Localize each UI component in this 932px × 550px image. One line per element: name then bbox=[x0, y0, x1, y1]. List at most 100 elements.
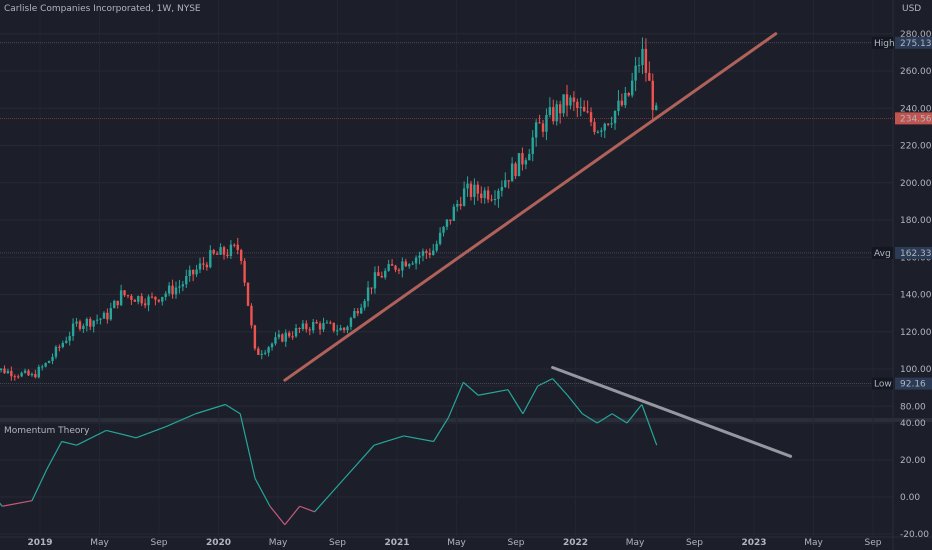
candle-body bbox=[589, 112, 593, 123]
candle-body bbox=[308, 329, 311, 331]
momentum-segment bbox=[611, 413, 628, 424]
momentum-segment bbox=[225, 403, 241, 415]
candle-body bbox=[627, 92, 630, 96]
candle-body bbox=[613, 111, 617, 124]
price-pane bbox=[0, 0, 893, 418]
time-tick-label: May bbox=[804, 538, 823, 548]
candle-body bbox=[0, 368, 3, 371]
time-tick-label: Sep bbox=[329, 538, 346, 548]
candle-body bbox=[137, 296, 140, 302]
candle-body bbox=[603, 123, 606, 131]
momentum-segment bbox=[626, 404, 643, 424]
momentum-segment bbox=[239, 413, 256, 479]
candle-body bbox=[178, 286, 181, 288]
candle-body bbox=[572, 97, 576, 102]
candle-body bbox=[116, 300, 119, 306]
candle-body bbox=[373, 272, 377, 289]
candle-body bbox=[390, 264, 394, 266]
candle-body bbox=[318, 323, 322, 330]
low-marker-value: 92.16 bbox=[900, 380, 926, 390]
time-tick-label: Sep bbox=[508, 538, 525, 548]
candle-body bbox=[188, 269, 191, 277]
momentum-segment bbox=[254, 478, 271, 507]
candle-body bbox=[322, 323, 325, 330]
candle-body bbox=[150, 296, 154, 298]
candle-body bbox=[181, 284, 185, 287]
candle-body bbox=[336, 330, 339, 332]
time-tick-label: Sep bbox=[865, 538, 882, 548]
candle-body bbox=[620, 100, 624, 106]
candle-body bbox=[507, 180, 510, 182]
last-price-marker-value-bg bbox=[895, 112, 932, 125]
momentum-segment bbox=[61, 440, 77, 446]
candle-body bbox=[301, 323, 305, 330]
candle-body bbox=[634, 65, 637, 81]
candle-body bbox=[270, 343, 274, 348]
candle-body bbox=[418, 255, 421, 258]
momentum-segment bbox=[106, 429, 137, 439]
candle-body bbox=[394, 265, 397, 270]
candle-body bbox=[311, 322, 315, 331]
candle-body bbox=[209, 250, 212, 268]
candle-body bbox=[147, 296, 150, 306]
candle-body bbox=[651, 80, 654, 111]
candle-body bbox=[606, 123, 610, 125]
candle-body bbox=[51, 356, 54, 361]
candle-body bbox=[366, 287, 370, 301]
candle-body bbox=[185, 276, 188, 285]
candle-body bbox=[89, 318, 92, 327]
candle-body bbox=[37, 366, 40, 378]
candle-body bbox=[41, 366, 44, 368]
candle-body bbox=[113, 300, 116, 309]
avg-marker-value: 162.33 bbox=[900, 249, 932, 259]
candle-body bbox=[342, 327, 346, 331]
candle-body bbox=[401, 261, 404, 271]
momentum-segment bbox=[299, 505, 315, 513]
high-marker-value-bg bbox=[895, 36, 932, 49]
candle-body bbox=[593, 122, 596, 133]
candle-body bbox=[198, 263, 202, 270]
candle-body bbox=[534, 122, 538, 138]
candle-body bbox=[205, 264, 209, 268]
candle-body bbox=[370, 287, 373, 289]
candle-body bbox=[456, 203, 459, 207]
low-marker-label: Low bbox=[874, 380, 892, 390]
price-tick-label: 240.00 bbox=[900, 104, 932, 114]
price-tick-label: 280.00 bbox=[900, 30, 932, 40]
candle-body bbox=[510, 163, 514, 182]
candle-body bbox=[438, 232, 442, 244]
candle-body bbox=[555, 104, 558, 122]
candle-body bbox=[356, 311, 359, 314]
candle-body bbox=[10, 370, 13, 377]
time-tick-label: May bbox=[626, 538, 645, 548]
candle-body bbox=[565, 94, 569, 106]
candle-body bbox=[521, 153, 524, 165]
momentum-segment bbox=[76, 429, 107, 446]
candle-body bbox=[648, 72, 651, 81]
time-tick-label: May bbox=[447, 538, 466, 548]
candle-body bbox=[27, 370, 30, 376]
momentum-segment bbox=[596, 413, 613, 424]
candle-body bbox=[528, 153, 531, 161]
candle-body bbox=[500, 187, 504, 191]
candle-body bbox=[483, 190, 486, 199]
momentum-segment bbox=[373, 435, 405, 446]
candle-body bbox=[191, 269, 195, 275]
candle-body bbox=[106, 312, 109, 320]
candle-body bbox=[109, 308, 113, 320]
time-tick-label: 2023 bbox=[741, 538, 766, 548]
candle-body bbox=[452, 206, 456, 221]
candle-body bbox=[617, 100, 620, 112]
candle-body bbox=[71, 323, 75, 336]
candle-body bbox=[641, 48, 644, 66]
candle-body bbox=[65, 340, 68, 343]
candle-body bbox=[596, 131, 600, 133]
candle-body bbox=[576, 101, 579, 109]
candle-body bbox=[462, 188, 466, 206]
candle-body bbox=[236, 244, 239, 250]
avg-marker-value-bg bbox=[895, 246, 932, 259]
candle-body bbox=[541, 123, 545, 132]
candle-body bbox=[552, 107, 555, 122]
candle-body bbox=[34, 374, 37, 378]
high-marker-label: High bbox=[874, 39, 895, 49]
